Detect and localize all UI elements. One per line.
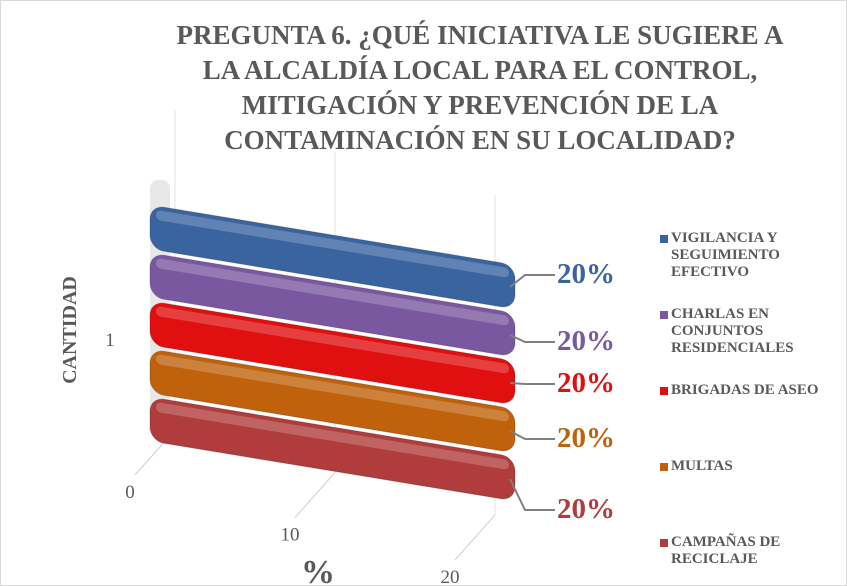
bar-highlight	[156, 402, 509, 470]
y-axis-label: CANTIDAD	[59, 276, 81, 384]
y-tick-label: 1	[105, 330, 115, 351]
x-tick-label: 0	[125, 482, 135, 503]
data-label: 20%	[557, 367, 615, 399]
bar-highlight	[156, 258, 509, 326]
data-label: 20%	[557, 493, 615, 525]
bar-highlight	[156, 210, 509, 278]
legend-swatch	[660, 311, 668, 319]
data-label: 20%	[557, 258, 615, 290]
leader-line	[509, 334, 555, 343]
bar	[149, 350, 516, 452]
bar-highlight	[156, 306, 509, 374]
legend-label: VIGILANCIA Y SEGUIMIENTO EFECTIVO	[671, 230, 780, 280]
bar-group	[149, 206, 516, 308]
bar-group	[149, 350, 516, 452]
x-tick-label: 20	[441, 567, 460, 586]
legend-item: CHARLAS EN CONJUNTOS RESIDENCIALES	[660, 306, 830, 382]
floor-line	[294, 472, 336, 518]
bar	[149, 254, 516, 356]
legend: VIGILANCIA Y SEGUIMIENTO EFECTIVO CHARLAS…	[660, 230, 830, 586]
leader-line	[509, 478, 555, 511]
x-axis-label: %	[301, 554, 335, 586]
legend-label: CAMPAÑAS DE RECICLAJE	[671, 534, 781, 567]
legend-swatch	[660, 539, 668, 547]
legend-swatch	[660, 235, 668, 243]
data-label: 20%	[557, 325, 615, 357]
chart-title: PREGUNTA 6. ¿QUÉ INICIATIVA LE SUGIERE A…	[176, 20, 784, 155]
legend-item: VIGILANCIA Y SEGUIMIENTO EFECTIVO	[660, 230, 830, 306]
bar-group	[149, 398, 516, 500]
x-tick-label: 10	[281, 525, 300, 546]
bar	[149, 206, 516, 308]
leader-line	[509, 430, 555, 440]
bar-group	[149, 254, 516, 356]
legend-label: CHARLAS EN CONJUNTOS RESIDENCIALES	[671, 306, 794, 356]
legend-label: BRIGADAS DE ASEO	[671, 382, 819, 398]
legend-item: CAMPAÑAS DE RECICLAJE	[660, 534, 830, 586]
legend-swatch	[660, 463, 668, 471]
bar	[149, 398, 516, 500]
floor-line	[454, 514, 496, 561]
legend-item: MULTAS	[660, 458, 830, 534]
data-label: 20%	[557, 422, 615, 454]
leader-line	[509, 382, 555, 385]
leader-line	[509, 274, 555, 288]
bar-highlight	[156, 354, 509, 422]
legend-item: BRIGADAS DE ASEO	[660, 382, 830, 458]
legend-swatch	[660, 387, 668, 395]
legend-label: MULTAS	[671, 458, 733, 474]
